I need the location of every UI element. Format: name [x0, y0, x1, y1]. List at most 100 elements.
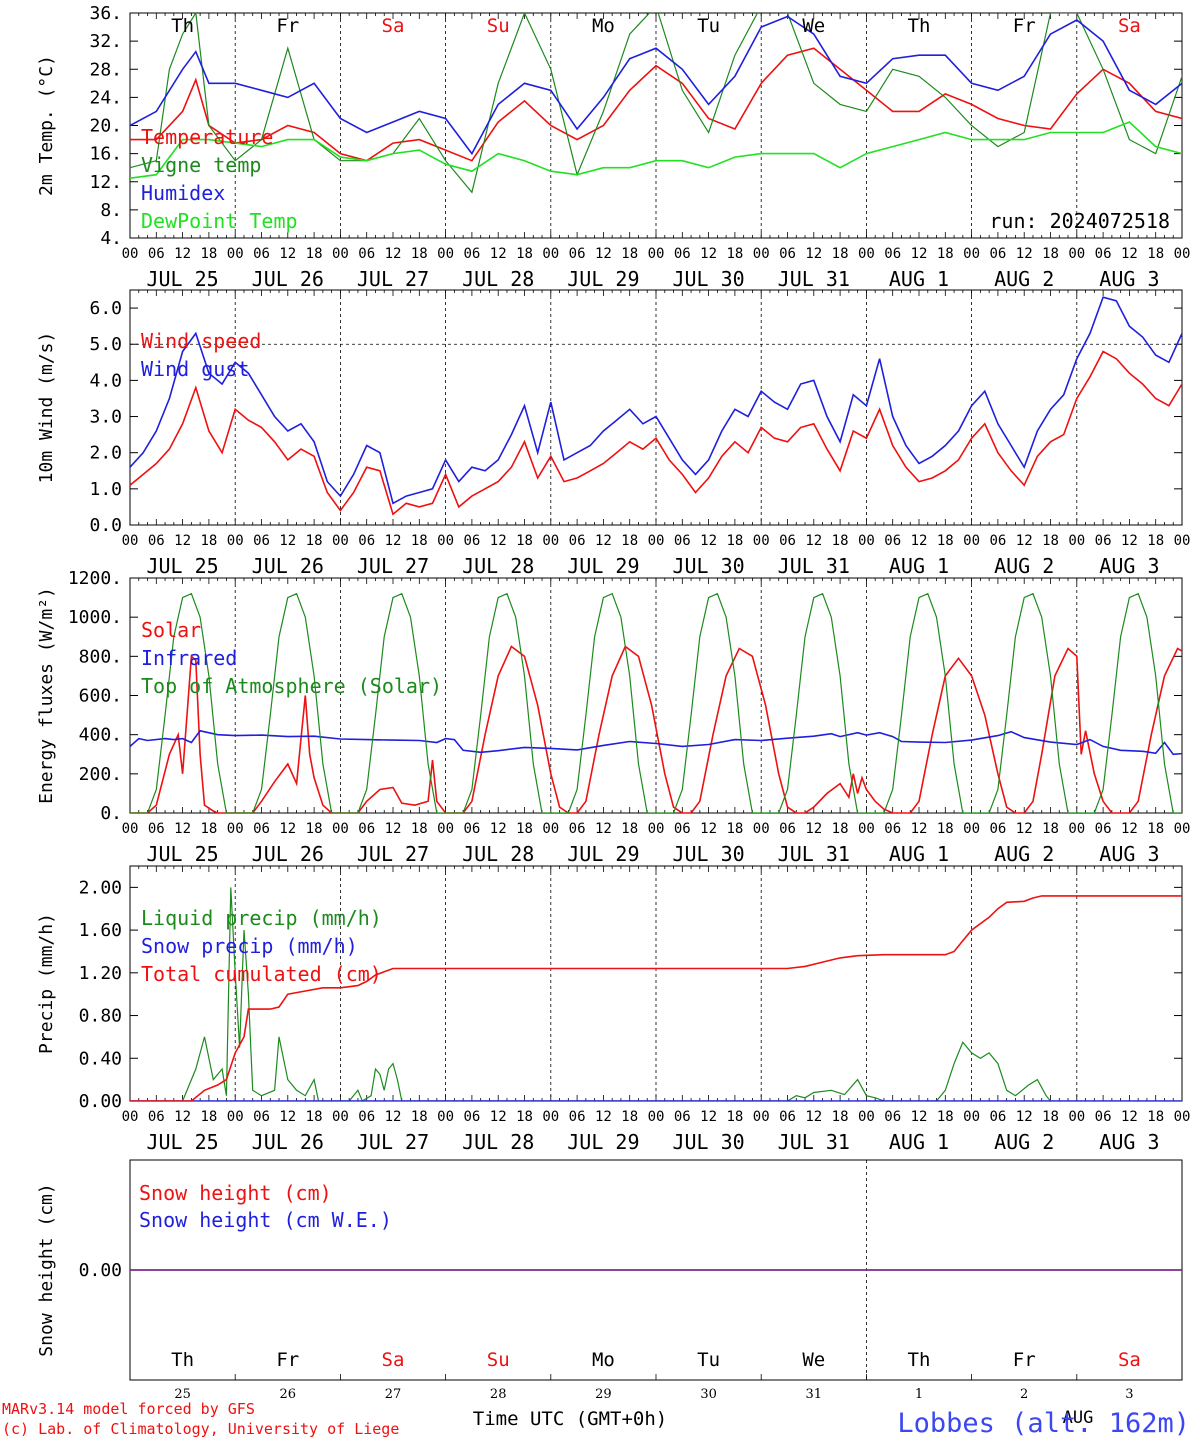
hour-tick-label: 12 [385, 533, 402, 549]
weekday-label: Sa [382, 1349, 405, 1371]
weekday-label: We [802, 1349, 825, 1371]
weekday-label: Th [171, 15, 194, 37]
hour-tick-label: 12 [805, 821, 822, 837]
hour-tick-label: 00 [542, 533, 559, 549]
hour-tick-label: 00 [963, 533, 980, 549]
y-tick-label: 4.0 [89, 370, 122, 391]
hour-tick-label: 12 [595, 821, 612, 837]
legend-entry: Wind speed [141, 329, 261, 353]
hour-tick-label: 06 [989, 533, 1006, 549]
date-label: JUL 31 [778, 842, 850, 866]
date-label: AUG 3 [1099, 1130, 1159, 1154]
hour-tick-label: 12 [700, 533, 717, 549]
hour-tick-label: 18 [832, 821, 849, 837]
legend-entry: DewPoint Temp [141, 209, 298, 233]
hour-tick-label: 00 [858, 246, 875, 262]
date-label: JUL 28 [462, 267, 534, 291]
hour-tick-label: 00 [753, 246, 770, 262]
panel-2: 0.0 1.0 2.0 3.0 4.0 5.0 6.0 10m Wind (m/s) Wind … [36, 289, 1191, 578]
hour-tick-label: 12 [595, 533, 612, 549]
hour-tick-label: 00 [753, 821, 770, 837]
hour-tick-label: 00 [1174, 533, 1191, 549]
hour-tick-label: 06 [674, 533, 691, 549]
hour-tick-label: 18 [411, 246, 428, 262]
y-tick-label: 12. [89, 172, 122, 193]
hour-tick-label: 06 [253, 246, 270, 262]
hour-tick-label: 00 [963, 246, 980, 262]
hour-tick-label: 06 [253, 821, 270, 837]
hour-tick-label: 00 [1068, 533, 1085, 549]
hour-tick-label: 12 [1016, 821, 1033, 837]
hour-tick-label: 18 [1147, 1109, 1164, 1125]
hour-tick-label: 00 [542, 821, 559, 837]
series-line-total-cumulated-cm [130, 895, 1182, 1101]
hour-tick-label: 18 [621, 821, 638, 837]
hour-tick-label: 12 [595, 246, 612, 262]
weekday-label: Tu [697, 1349, 720, 1371]
y-tick-label: 0.00 [79, 1260, 122, 1281]
hour-tick-label: 12 [700, 246, 717, 262]
y-tick-label: 0.80 [79, 1006, 122, 1027]
day-number-label: 28 [490, 1387, 507, 1402]
legend-entry: Vigne temp [141, 153, 261, 177]
series-line-solar [130, 645, 1182, 813]
date-label: JUL 27 [357, 267, 429, 291]
hour-tick-label: 06 [253, 1109, 270, 1125]
hour-tick-label: 00 [648, 533, 665, 549]
weekday-label: Mo [592, 1349, 615, 1371]
hour-tick-label: 00 [1068, 1109, 1085, 1125]
hour-tick-label: 12 [911, 533, 928, 549]
date-label: JUL 28 [462, 842, 534, 866]
hour-tick-label: 00 [648, 821, 665, 837]
hour-tick-label: 12 [385, 246, 402, 262]
hour-tick-label: 00 [227, 821, 244, 837]
lab-credit: (c) Lab. of Climatology, University of L… [2, 1420, 399, 1438]
y-tick-label: 0.0 [89, 515, 122, 536]
hour-tick-label: 12 [490, 1109, 507, 1125]
date-label: JUL 28 [462, 554, 534, 578]
y-axis-label: Snow height (cm) [36, 1183, 57, 1356]
date-label: AUG 2 [994, 1130, 1054, 1154]
hour-tick-label: 18 [726, 821, 743, 837]
hour-tick-label: 12 [490, 533, 507, 549]
weekday-label: Fr [1013, 1349, 1036, 1371]
date-label: AUG 1 [889, 1130, 949, 1154]
hour-tick-label: 12 [1121, 821, 1138, 837]
hour-tick-label: 06 [674, 821, 691, 837]
y-tick-label: 20. [89, 116, 122, 137]
hour-tick-label: 00 [858, 533, 875, 549]
hour-tick-label: 12 [700, 821, 717, 837]
hour-tick-label: 00 [122, 246, 139, 262]
date-label: JUL 25 [146, 554, 218, 578]
hour-tick-label: 06 [674, 246, 691, 262]
hour-tick-label: 18 [306, 533, 323, 549]
hour-tick-label: 06 [358, 1109, 375, 1125]
date-label: JUL 30 [672, 1130, 744, 1154]
date-label: AUG 1 [889, 842, 949, 866]
y-tick-label: 0.00 [79, 1091, 122, 1112]
hour-tick-label: 18 [832, 1109, 849, 1125]
hour-tick-label: 18 [411, 533, 428, 549]
hour-tick-label: 18 [937, 1109, 954, 1125]
series-line-dewpoint-temp [130, 121, 1182, 179]
y-axis-label: 10m Wind (m/s) [36, 332, 57, 484]
hour-tick-label: 00 [1174, 1109, 1191, 1125]
hour-tick-label: 00 [542, 1109, 559, 1125]
hour-tick-label: 18 [516, 246, 533, 262]
date-label: JUL 29 [567, 554, 639, 578]
day-number-label: 27 [385, 1387, 402, 1402]
hour-tick-label: 12 [805, 246, 822, 262]
date-label: AUG 2 [994, 554, 1054, 578]
y-tick-label: 1.0 [89, 479, 122, 500]
weekday-label: Su [487, 1349, 510, 1371]
hour-tick-label: 18 [516, 1109, 533, 1125]
hour-tick-label: 12 [805, 533, 822, 549]
date-label: JUL 29 [567, 842, 639, 866]
hour-tick-label: 18 [726, 246, 743, 262]
hour-tick-label: 00 [332, 821, 349, 837]
weekday-label: We [802, 15, 825, 37]
hour-tick-label: 12 [911, 1109, 928, 1125]
date-label: JUL 31 [778, 267, 850, 291]
hour-tick-label: 18 [1042, 821, 1059, 837]
hour-tick-label: 06 [1095, 1109, 1112, 1125]
